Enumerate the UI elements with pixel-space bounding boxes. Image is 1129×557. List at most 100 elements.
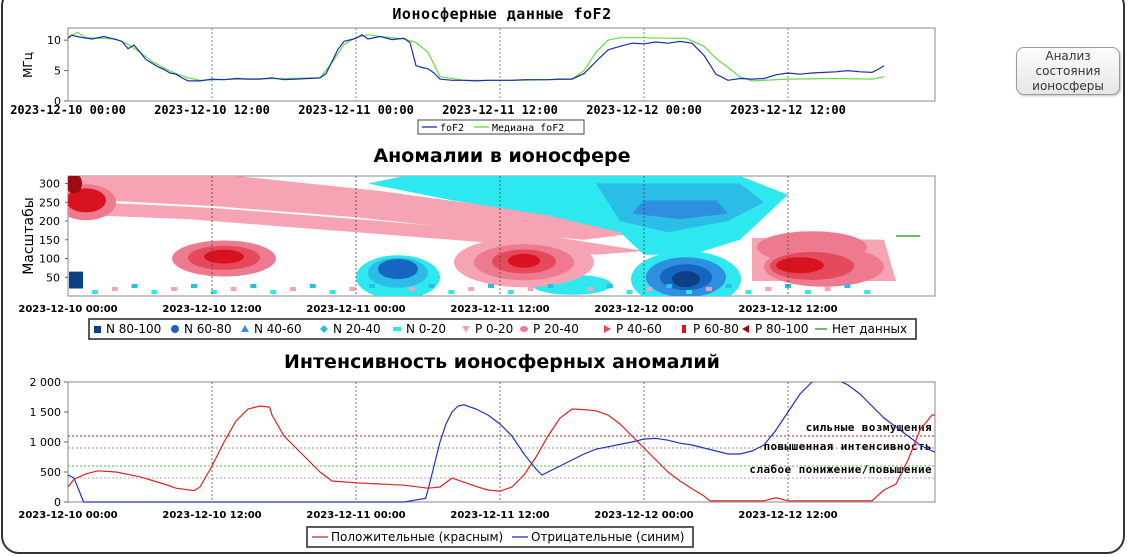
speckle [389, 290, 395, 294]
positive-blob [508, 253, 540, 268]
fof2-chart: Ионосферные данные foF2 0 5 10 МГц 2023-12-10… [10, 5, 936, 135]
speckle [745, 290, 752, 294]
intensity-x-tick-label: 2023-12-10 00:00 [18, 510, 117, 521]
speckle [527, 287, 534, 291]
fof2-y-tick-label: 0 [54, 95, 61, 108]
positive-blob [68, 188, 106, 213]
speckle [428, 284, 435, 288]
legend-marker [171, 325, 179, 333]
anomaly-y-tick-label: 250 [39, 196, 60, 209]
fof2-x-tick-label: 2023-12-12 00:00 [586, 103, 702, 117]
intensity-plot-area [67, 381, 936, 503]
anomaly-x-tick-label: 2023-12-10 12:00 [162, 304, 261, 315]
legend-marker [94, 326, 101, 333]
intensity-y-tick-label: 2 000 [30, 376, 62, 389]
anomaly-x-tick-label: 2023-12-12 00:00 [594, 304, 693, 315]
speckle [171, 287, 178, 291]
anomaly-x-tick-label: 2023-12-10 00:00 [18, 304, 117, 315]
speckle [804, 290, 811, 294]
fof2-legend-label: foF2 [440, 123, 464, 134]
threshold-label: слабое понижение/повышение [749, 463, 932, 476]
threshold-label: сильные возмущения [806, 421, 932, 434]
speckle [349, 287, 356, 291]
speckle [844, 284, 851, 288]
anomaly-y-tick-label: 100 [39, 253, 60, 266]
fof2-x-tick-label: 2023-12-10 00:00 [10, 103, 126, 117]
intensity-x-tick-label: 2023-12-10 12:00 [162, 510, 261, 521]
anomaly-x-tick-label: 2023-12-12 12:00 [738, 304, 837, 315]
anomaly-x-tick-label: 2023-12-11 00:00 [306, 304, 405, 315]
legend-label: N 0-20 [406, 322, 446, 336]
speckle [290, 287, 296, 291]
anomaly-y-tick-label: 50 [46, 271, 60, 284]
anomaly-title: Аномалии в ионосфере [373, 145, 630, 167]
intensity-chart: Интенсивность ионосферных аномалий сильны… [18, 351, 936, 548]
legend-label: N 40-60 [254, 322, 302, 336]
legend-label: N 80-100 [106, 322, 161, 336]
anomaly-y-tick-label: 150 [39, 234, 60, 247]
speckle [666, 284, 673, 288]
intensity-title: Интенсивность ионосферных аномалий [284, 351, 720, 373]
intensity-x-tick-label: 2023-12-11 00:00 [306, 510, 405, 521]
speckle [369, 284, 376, 288]
speckle [270, 290, 277, 294]
speckle [151, 290, 158, 294]
legend-marker [393, 327, 401, 331]
speckle [864, 290, 871, 294]
speckle [111, 287, 118, 291]
speckle [507, 290, 514, 294]
speckle [567, 290, 574, 294]
legend-marker [520, 326, 528, 332]
legend-marker [462, 326, 470, 333]
positive-blob [776, 257, 824, 274]
anomaly-y-tick-label: 300 [39, 178, 60, 191]
speckle [131, 284, 138, 288]
speckle [686, 290, 692, 294]
intensity-legend [306, 526, 694, 548]
intensity-y-tick-label: 500 [40, 466, 61, 479]
fof2-legend [417, 119, 585, 135]
speckle [329, 290, 336, 294]
legend-marker [742, 325, 749, 333]
fof2-y-axis-label: МГц [21, 52, 35, 78]
legend-label: P 40-60 [616, 322, 662, 336]
intensity-series-line [68, 405, 935, 502]
speckle [824, 287, 831, 291]
anomaly-chart: Аномалии в ионосфере 50 100 150 200 250 300Мас… [18, 145, 936, 340]
legend-marker [320, 325, 328, 333]
legend-label: P 0-20 [475, 322, 513, 336]
speckle [309, 284, 316, 288]
speckle [547, 284, 554, 288]
legend-label: Нет данных [832, 322, 907, 336]
speckle [646, 287, 653, 291]
legend-label: N 60-80 [184, 322, 232, 336]
speckle [408, 287, 415, 291]
analyze-ionosphere-button[interactable]: Анализ состояния ионосферы [1016, 47, 1120, 95]
speckle [626, 290, 633, 294]
fof2-y-tick-label: 5 [54, 65, 61, 78]
speckle [230, 287, 237, 291]
fof2-title: Ионосферные данные foF2 [392, 5, 611, 23]
anomaly-legend [88, 318, 917, 340]
median-legend-label: Медиана foF2 [492, 123, 564, 134]
speckle [606, 284, 613, 288]
negative-legend-label: Отрицательные (синим) [531, 530, 684, 544]
intensity-x-tick-label: 2023-12-11 12:00 [450, 510, 549, 521]
legend-label: N 20-40 [333, 322, 381, 336]
positive-blob [68, 176, 82, 194]
anomaly-y-tick-label: 200 [39, 215, 60, 228]
speckle [210, 290, 217, 294]
fof2-y-tick-label: 10 [47, 34, 61, 47]
intensity-x-tick-label: 2023-12-12 00:00 [594, 510, 693, 521]
legend-marker [241, 325, 249, 332]
anomaly-x-tick-label: 2023-12-11 12:00 [450, 304, 549, 315]
fof2-x-tick-label: 2023-12-11 00:00 [298, 103, 414, 117]
speckle [705, 287, 712, 291]
fof2-x-tick-label: 2023-12-11 12:00 [442, 103, 558, 117]
threshold-label: повышенная интенсивность [763, 440, 932, 453]
legend-marker [604, 325, 611, 333]
fof2-series-line [68, 31, 885, 82]
speckle [587, 287, 593, 291]
